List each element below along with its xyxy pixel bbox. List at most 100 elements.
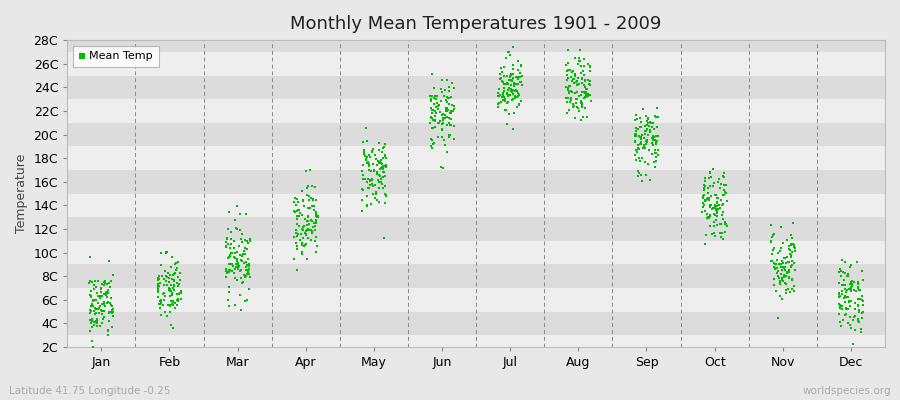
Mean Temp	[440, 107, 454, 114]
Mean Temp	[630, 145, 644, 151]
Mean Temp	[235, 258, 249, 264]
Mean Temp	[837, 294, 851, 301]
Mean Temp	[86, 286, 101, 292]
Mean Temp	[156, 273, 170, 280]
Mean Temp	[570, 82, 584, 88]
Mean Temp	[228, 250, 242, 256]
Mean Temp	[646, 137, 661, 144]
Mean Temp	[581, 76, 596, 83]
Mean Temp	[634, 139, 648, 145]
Mean Temp	[376, 173, 391, 180]
Mean Temp	[575, 104, 590, 110]
Mean Temp	[698, 208, 712, 214]
Mean Temp	[712, 176, 726, 182]
Mean Temp	[289, 239, 303, 246]
Mean Temp	[151, 287, 166, 293]
Mean Temp	[224, 229, 238, 235]
Mean Temp	[650, 137, 664, 144]
Mean Temp	[221, 284, 236, 290]
Mean Temp	[851, 302, 866, 309]
Mean Temp	[363, 181, 377, 188]
Mean Temp	[773, 292, 788, 299]
Mean Temp	[834, 257, 849, 264]
Mean Temp	[83, 292, 97, 298]
Mean Temp	[438, 114, 453, 121]
Mean Temp	[645, 133, 660, 139]
Mean Temp	[702, 213, 716, 220]
Mean Temp	[160, 313, 175, 319]
Mean Temp	[309, 212, 323, 219]
Mean Temp	[833, 303, 848, 309]
Mean Temp	[240, 238, 255, 244]
Mean Temp	[151, 276, 166, 283]
Mean Temp	[83, 310, 97, 316]
Mean Temp	[235, 231, 249, 237]
Mean Temp	[439, 105, 454, 111]
Mean Temp	[844, 282, 859, 289]
Mean Temp	[158, 309, 172, 316]
Mean Temp	[582, 63, 597, 69]
Mean Temp	[710, 210, 724, 216]
Mean Temp	[770, 265, 785, 272]
Mean Temp	[231, 262, 246, 268]
Mean Temp	[832, 300, 846, 307]
Mean Temp	[841, 271, 855, 277]
Mean Temp	[289, 202, 303, 209]
Mean Temp	[219, 265, 233, 272]
Mean Temp	[509, 80, 524, 87]
Mean Temp	[425, 109, 439, 116]
Mean Temp	[362, 185, 376, 191]
Mean Temp	[423, 98, 437, 104]
Mean Temp	[150, 281, 165, 288]
Mean Temp	[241, 262, 256, 269]
Mean Temp	[361, 159, 375, 165]
Mean Temp	[848, 300, 862, 306]
Mean Temp	[496, 91, 510, 98]
Mean Temp	[583, 98, 598, 104]
Mean Temp	[152, 276, 166, 282]
Mean Temp	[701, 175, 716, 182]
Mean Temp	[239, 264, 254, 270]
Mean Temp	[294, 188, 309, 194]
Mean Temp	[290, 266, 304, 273]
Mean Temp	[628, 124, 643, 131]
Mean Temp	[152, 298, 166, 304]
Mean Temp	[834, 306, 849, 312]
Mean Temp	[782, 274, 796, 280]
Mean Temp	[167, 282, 182, 288]
Mean Temp	[437, 142, 452, 148]
Mean Temp	[491, 100, 506, 107]
Mean Temp	[698, 197, 712, 203]
Mean Temp	[227, 238, 241, 244]
Mean Temp	[300, 218, 314, 224]
Mean Temp	[856, 298, 870, 304]
Mean Temp	[635, 132, 650, 138]
Mean Temp	[238, 259, 253, 265]
Mean Temp	[230, 226, 244, 232]
Mean Temp	[221, 241, 236, 247]
Mean Temp	[514, 63, 528, 69]
Mean Temp	[697, 204, 711, 210]
Mean Temp	[572, 93, 586, 99]
Mean Temp	[152, 301, 166, 307]
Mean Temp	[780, 269, 795, 275]
Mean Temp	[574, 63, 589, 70]
Mean Temp	[850, 302, 865, 308]
Mean Temp	[837, 282, 851, 288]
Mean Temp	[844, 288, 859, 294]
Mean Temp	[832, 319, 847, 326]
Mean Temp	[105, 309, 120, 315]
Mean Temp	[164, 264, 178, 270]
Mean Temp	[514, 62, 528, 68]
Mean Temp	[571, 81, 585, 87]
Mean Temp	[770, 250, 785, 256]
Mean Temp	[153, 305, 167, 311]
Mean Temp	[577, 82, 591, 88]
Mean Temp	[158, 273, 173, 279]
Mean Temp	[855, 310, 869, 316]
Mean Temp	[832, 290, 846, 296]
Mean Temp	[499, 107, 513, 113]
Mean Temp	[640, 116, 654, 122]
Mean Temp	[357, 153, 372, 159]
Mean Temp	[375, 149, 390, 155]
